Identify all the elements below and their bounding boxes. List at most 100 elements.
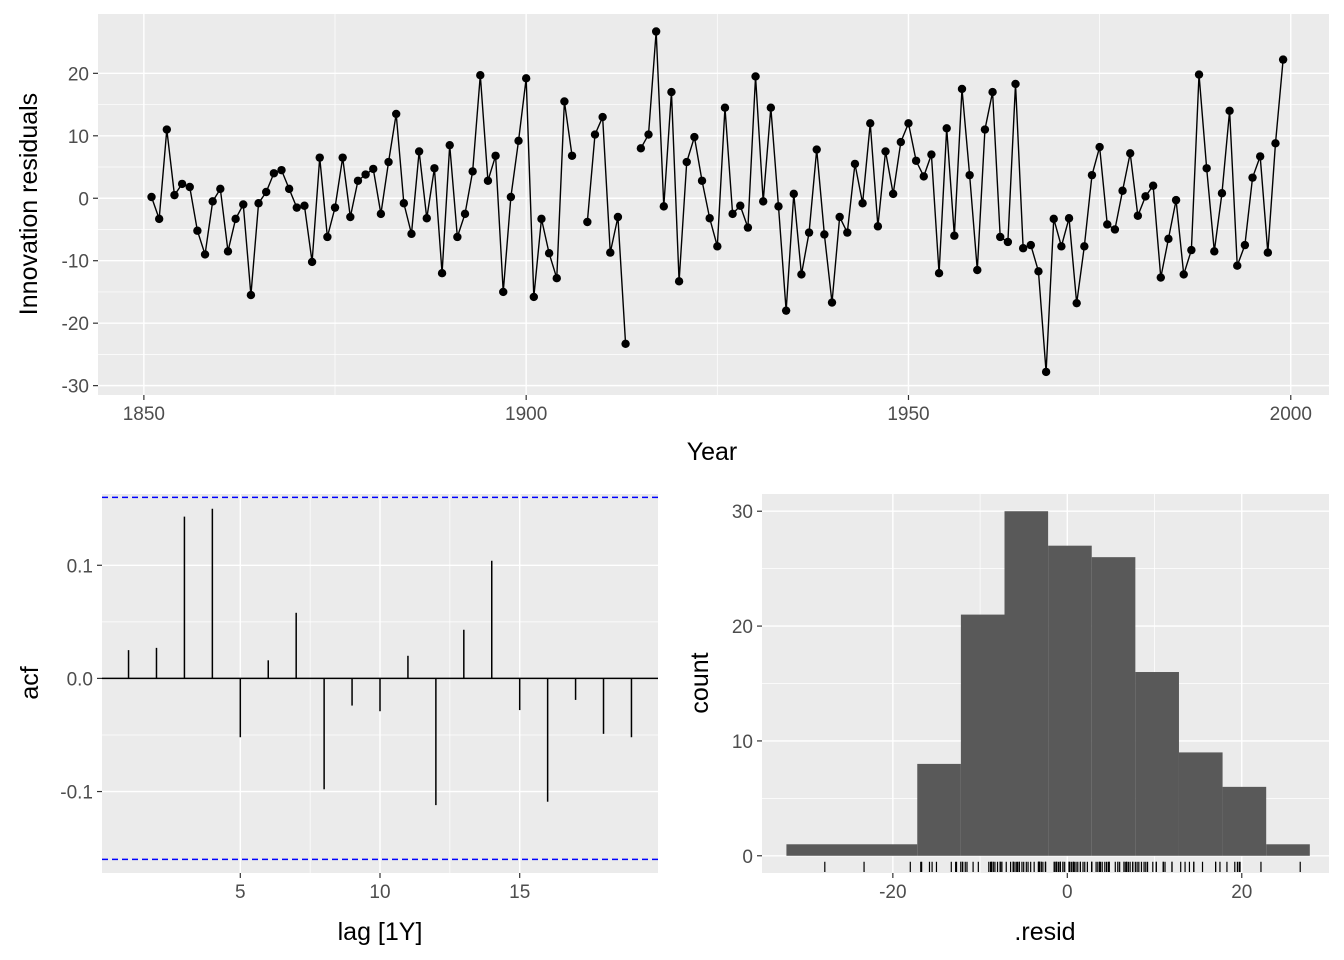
residual-point (781, 306, 791, 315)
residual-point (651, 27, 661, 36)
residual-point (1240, 240, 1250, 250)
residual-point (422, 214, 431, 223)
residual-point (185, 182, 194, 192)
residual-point (1003, 237, 1013, 247)
histogram-bar (1004, 511, 1049, 856)
residuals-y-tick-label: 10 (68, 127, 89, 148)
residual-point (1110, 225, 1120, 234)
acf-panel: 5 10 15 -0.1 0.0 0.1 lag [1Y] acf (16, 494, 658, 946)
residual-point (1210, 247, 1219, 256)
acf-x-tick-label: 10 (369, 882, 390, 903)
residual-point (193, 226, 202, 235)
residual-point (414, 147, 424, 156)
residual-point (697, 176, 707, 185)
acf-x-tick-label: 15 (509, 882, 530, 903)
histogram-bar (786, 844, 918, 856)
residual-point (598, 112, 607, 122)
residuals-y-tick-label: -20 (62, 314, 89, 335)
residual-point (911, 156, 921, 165)
residual-point (988, 87, 997, 97)
residual-point (827, 298, 837, 307)
residual-point (1095, 142, 1104, 152)
residual-point (613, 212, 623, 222)
residuals-points (147, 27, 1288, 377)
residual-point (606, 248, 615, 257)
residual-point (231, 214, 240, 224)
residual-point (1148, 181, 1158, 190)
residual-point (223, 247, 233, 256)
residual-point (583, 217, 592, 227)
residual-point (950, 231, 959, 240)
residual-point (1126, 149, 1135, 158)
histogram-bar (1222, 786, 1267, 856)
residual-point (1171, 195, 1181, 205)
residual-point (1217, 189, 1227, 198)
residual-point (346, 212, 355, 222)
residual-point (728, 209, 737, 219)
acf-x-axis-label: lag [1Y] (338, 918, 423, 946)
residual-point (659, 202, 669, 211)
residual-point (338, 153, 347, 162)
residual-point (246, 290, 256, 300)
residual-point (292, 203, 301, 212)
residual-point (690, 132, 699, 142)
residual-point (384, 157, 393, 167)
residual-point (1087, 170, 1097, 180)
residual-point (835, 212, 844, 222)
residual-point (866, 119, 875, 128)
residuals-grid (98, 14, 1329, 395)
residual-point (262, 187, 271, 197)
residual-point (445, 140, 454, 150)
acf-y-axis-label: acf (16, 666, 44, 699)
residual-point (720, 103, 730, 112)
residual-point (1133, 211, 1143, 220)
residual-point (476, 71, 485, 80)
residual-point (1271, 139, 1280, 148)
residual-point (154, 214, 164, 224)
residual-point (1187, 245, 1196, 255)
residual-point (774, 202, 783, 211)
residual-point (208, 197, 217, 206)
residuals-x-axis-label: Year (687, 438, 738, 466)
histogram-panel: -20 0 20 0 10 20 30 .resid count (686, 494, 1329, 946)
residual-point (399, 199, 409, 208)
residual-point (636, 144, 646, 153)
residual-point (804, 228, 814, 237)
residual-point (499, 287, 508, 297)
histogram-rug (824, 861, 1301, 872)
residual-point (789, 189, 798, 199)
residual-point (1072, 298, 1081, 308)
residuals-y-tick-label: 0 (78, 189, 89, 210)
residual-point (927, 150, 936, 159)
residual-point (743, 223, 753, 232)
residual-point (567, 151, 577, 160)
histogram-bar (1091, 557, 1136, 856)
residual-point (560, 97, 569, 106)
histogram-bar (1266, 844, 1310, 856)
residual-point (315, 153, 324, 162)
residual-point (888, 189, 898, 199)
residual-point (437, 269, 447, 278)
residuals-plot-background (98, 14, 1329, 395)
residual-point (521, 74, 531, 83)
residual-point (1057, 242, 1066, 251)
residual-point (736, 201, 745, 210)
residual-point (682, 157, 691, 167)
histogram-bar (1178, 752, 1223, 856)
residuals-x-tick-label: 1900 (505, 404, 547, 425)
acf-bars (102, 496, 658, 861)
residual-point (1103, 220, 1112, 229)
histogram-y-tick-label: 30 (732, 502, 753, 523)
acf-y-tick-label: -0.1 (60, 783, 93, 804)
residual-point (996, 232, 1005, 242)
residual-point (1141, 192, 1150, 201)
residual-point (1011, 79, 1020, 89)
residual-point (965, 170, 974, 180)
acf-y-tick-label: 0.1 (67, 556, 93, 577)
residuals-x-tick-label: 1950 (887, 404, 929, 425)
residual-point (284, 184, 294, 194)
residual-point (843, 228, 852, 237)
histogram-axis-ticks: -20 0 20 0 10 20 30 (732, 502, 1252, 903)
residual-point (758, 197, 768, 206)
histogram-bar (1135, 672, 1179, 856)
